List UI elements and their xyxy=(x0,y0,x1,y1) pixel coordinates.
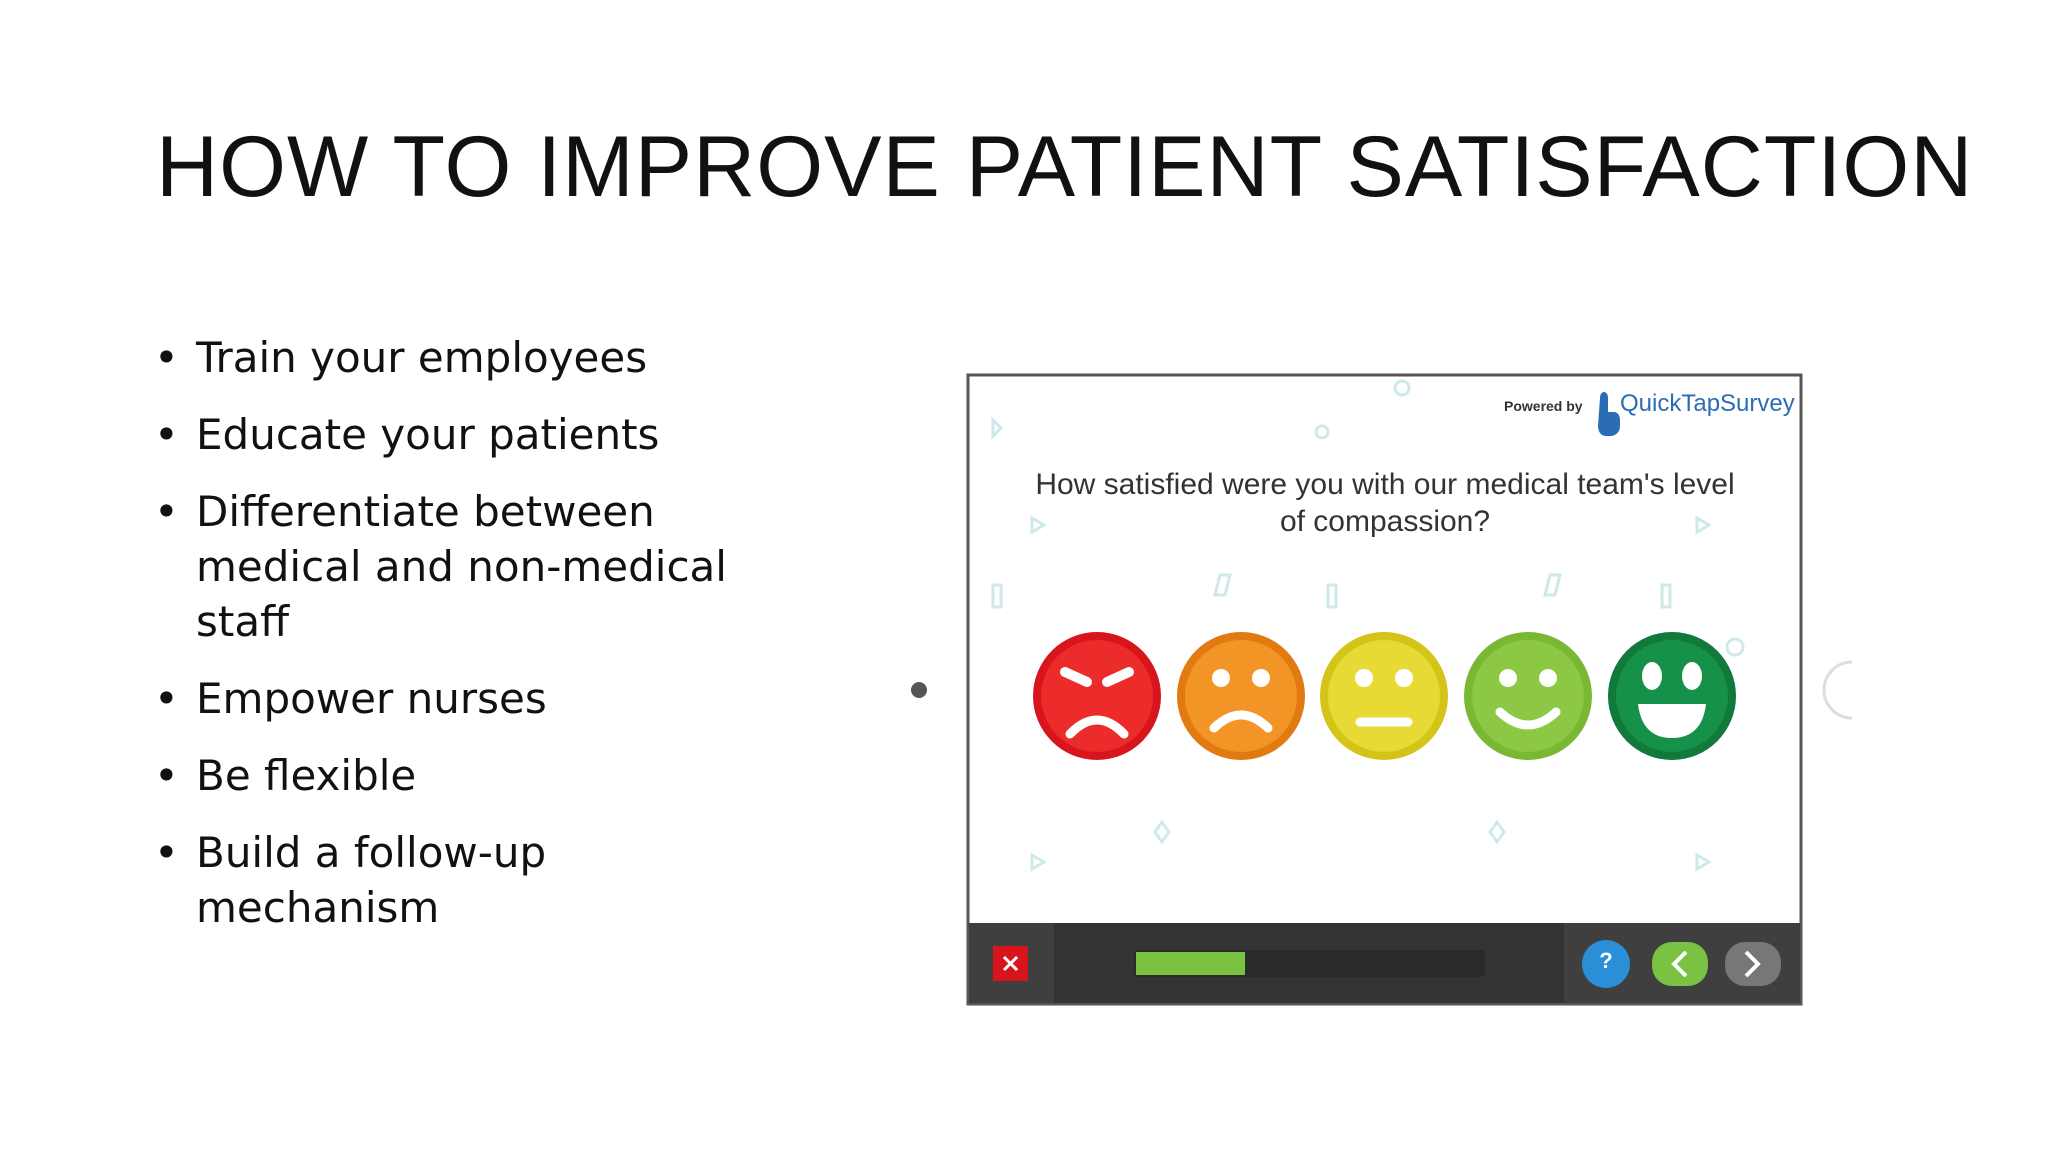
slide-title: HOW TO IMPROVE PATIENT SATISFACTION xyxy=(156,119,1974,215)
bullet: Educate your patients xyxy=(154,407,796,462)
face-5 xyxy=(1608,632,1736,760)
face-1 xyxy=(1033,632,1161,760)
face-4 xyxy=(1464,632,1592,760)
bullet: Differentiate between medical and non-me… xyxy=(154,484,796,649)
help-button: ? xyxy=(1599,948,1613,973)
survey-question: How satisfied were you with our medical … xyxy=(1035,468,1735,538)
bullet: Train your employees xyxy=(154,330,796,385)
brand: QuickTapSurvey xyxy=(1620,390,1795,417)
bullet: Empower nurses xyxy=(154,671,796,726)
bullet: Build a follow-up mechanism xyxy=(154,825,796,935)
face-3 xyxy=(1320,632,1448,760)
powered-by: Powered by xyxy=(1504,398,1583,414)
bullet: Be flexible xyxy=(154,748,796,803)
bullet-list: Train your employees Educate your patien… xyxy=(150,330,796,957)
face-2 xyxy=(1177,632,1305,760)
